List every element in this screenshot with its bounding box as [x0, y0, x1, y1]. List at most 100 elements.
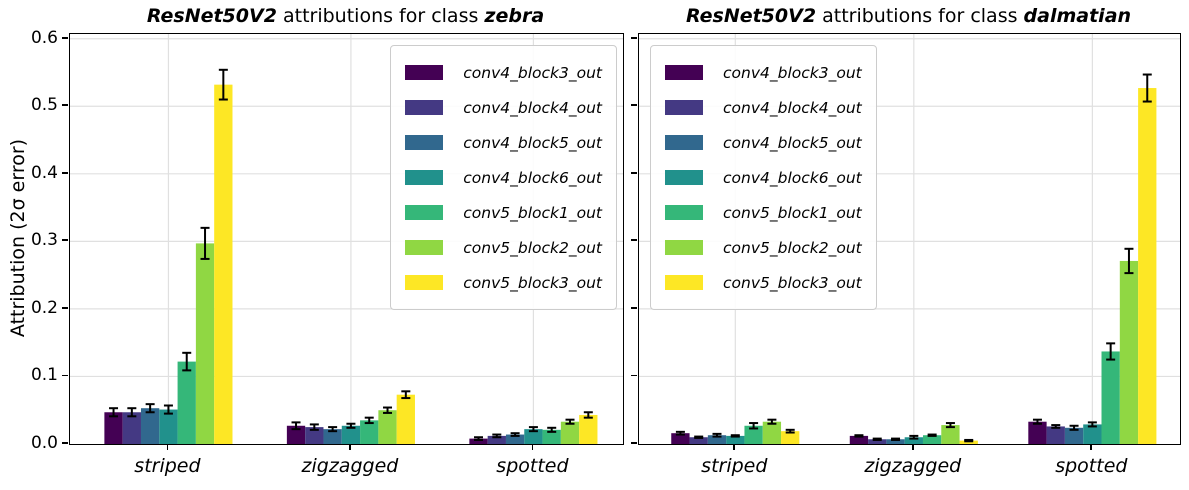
legend-item: conv5_block1_out	[665, 195, 862, 230]
error-bar-zigzagged-conv4_block5_out	[891, 437, 901, 441]
error-bar-zigzagged-conv4_block3_out	[291, 421, 301, 431]
error-bar-spotted-conv5_block2_out	[565, 418, 575, 425]
legend-item: conv4_block4_out	[405, 90, 602, 125]
bar-spotted-conv4_block4_out	[1046, 426, 1065, 444]
legend-swatch-conv4_block5_out	[405, 135, 444, 150]
y-tick-label: 0.2	[30, 297, 58, 318]
legend: conv4_block3_out conv4_block4_out conv4_bl…	[390, 45, 617, 310]
bar-spotted-conv5_block2_out	[560, 421, 580, 444]
y-tick-label: 0.1	[30, 365, 58, 386]
legend-item: conv4_block5_out	[665, 125, 862, 160]
bar-spotted-conv4_block4_out	[487, 435, 506, 444]
bar-striped-conv4_block6_out	[726, 435, 745, 444]
bar-zigzagged-conv4_block3_out	[286, 425, 306, 444]
error-bar-spotted-conv4_block5_out	[1069, 424, 1079, 431]
error-bar-zigzagged-conv5_block2_out	[383, 406, 393, 414]
bar-striped-conv4_block5_out	[140, 408, 160, 444]
y-tick-label: 0.5	[30, 95, 58, 116]
x-tick-label-spotted: spotted	[496, 455, 569, 477]
bar-spotted-conv4_block3_out	[469, 438, 488, 444]
legend-label: conv4_block5_out	[723, 133, 862, 152]
legend-item: conv4_block6_out	[665, 160, 862, 195]
error-bar-zigzagged-conv5_block3_out	[964, 438, 974, 443]
error-bar-striped-conv4_block6_out	[730, 434, 740, 438]
error-bar-striped-conv5_block1_out	[182, 351, 192, 372]
legend-swatch-conv5_block2_out	[665, 240, 703, 255]
x-tick-label-striped: striped	[701, 455, 768, 477]
x-tick-mark	[733, 444, 736, 450]
legend-swatch-conv4_block5_out	[665, 135, 703, 150]
legend-swatch-conv5_block1_out	[665, 205, 703, 220]
error-bar-spotted-conv4_block3_out	[1032, 418, 1042, 425]
legend-label: conv5_block3_out	[463, 273, 602, 292]
bar-zigzagged-conv4_block3_out	[849, 435, 869, 444]
bar-striped-conv5_block3_out	[781, 431, 800, 444]
y-tick-mark	[631, 36, 637, 39]
bar-striped-conv4_block3_out	[104, 412, 123, 444]
legend-swatch-conv5_block2_out	[405, 240, 444, 255]
y-tick-mark	[631, 171, 637, 174]
error-bar-striped-conv4_block4_out	[127, 407, 137, 418]
x-tick-label-spotted: spotted	[1055, 455, 1128, 477]
x-tick-label-zigzagged: zigzagged	[864, 455, 962, 477]
error-bar-zigzagged-conv4_block3_out	[854, 434, 864, 438]
legend-swatch-conv5_block3_out	[405, 275, 444, 290]
error-bar-striped-conv5_block2_out	[200, 226, 210, 260]
legend-item: conv4_block4_out	[665, 90, 862, 125]
legend-item: conv5_block2_out	[405, 230, 602, 265]
title-class-name: zebra	[484, 5, 545, 27]
y-tick-label: 0.3	[30, 230, 58, 251]
error-bar-striped-conv4_block3_out	[109, 407, 119, 418]
y-tick-label: 0.4	[30, 162, 58, 183]
y-tick-mark	[62, 36, 68, 39]
error-bar-spotted-conv5_block1_out	[1106, 342, 1116, 361]
x-tick-label-striped: striped	[134, 455, 201, 477]
bar-spotted-conv4_block5_out	[1064, 427, 1084, 444]
error-bar-spotted-conv4_block6_out	[1087, 421, 1097, 428]
legend-item: conv5_block2_out	[665, 230, 862, 265]
y-tick-mark	[62, 374, 68, 377]
error-bar-spotted-conv5_block2_out	[1124, 247, 1134, 275]
bar-plot-canvas	[639, 34, 1180, 444]
error-bar-zigzagged-conv4_block4_out	[872, 437, 882, 441]
legend-swatch-conv4_block6_out	[405, 170, 444, 185]
legend-item: conv5_block3_out	[665, 265, 862, 300]
legend-swatch-conv4_block4_out	[665, 100, 703, 115]
error-bar-striped-conv5_block3_out	[785, 428, 795, 434]
bar-spotted-conv5_block2_out	[1119, 260, 1139, 444]
legend-item: conv4_block3_out	[405, 55, 602, 90]
error-bar-spotted-conv5_block3_out	[583, 411, 593, 419]
legend-swatch-conv5_block1_out	[405, 205, 444, 220]
y-tick-label: 0.6	[30, 27, 58, 48]
y-tick-mark	[631, 442, 637, 444]
x-tick-mark	[911, 444, 914, 450]
legend-label: conv5_block1_out	[463, 203, 602, 222]
title-model-name: ResNet50V2	[146, 5, 277, 27]
error-bar-zigzagged-conv4_block6_out	[909, 434, 919, 440]
error-bar-spotted-conv4_block3_out	[474, 436, 484, 441]
legend-item: conv5_block3_out	[405, 265, 602, 300]
legend: conv4_block3_out conv4_block4_out conv4_bl…	[650, 45, 877, 310]
bar-striped-conv5_block2_out	[195, 243, 215, 444]
legend-label: conv4_block6_out	[463, 168, 602, 187]
legend-label: conv4_block3_out	[463, 63, 602, 82]
y-tick-mark	[631, 307, 637, 309]
legend-label: conv4_block4_out	[723, 98, 862, 117]
bar-zigzagged-conv4_block5_out	[323, 429, 342, 444]
bar-spotted-conv5_block1_out	[1101, 351, 1120, 444]
bar-spotted-conv4_block6_out	[1083, 424, 1102, 444]
bar-zigzagged-conv4_block6_out	[341, 425, 361, 444]
bar-spotted-conv5_block3_out	[579, 414, 598, 444]
bar-striped-conv4_block6_out	[159, 409, 178, 444]
x-tick-mark	[349, 444, 351, 450]
y-tick-label: 0.0	[30, 433, 58, 453]
error-bar-zigzagged-conv5_block1_out	[927, 433, 937, 437]
x-tick-mark	[1090, 444, 1093, 450]
error-bar-striped-conv5_block2_out	[767, 418, 777, 425]
bar-zigzagged-conv5_block1_out	[360, 420, 379, 444]
y-tick-mark	[62, 171, 68, 174]
error-bar-striped-conv5_block3_out	[218, 68, 228, 101]
legend-label: conv5_block1_out	[723, 203, 862, 222]
bar-striped-conv4_block5_out	[707, 435, 727, 444]
